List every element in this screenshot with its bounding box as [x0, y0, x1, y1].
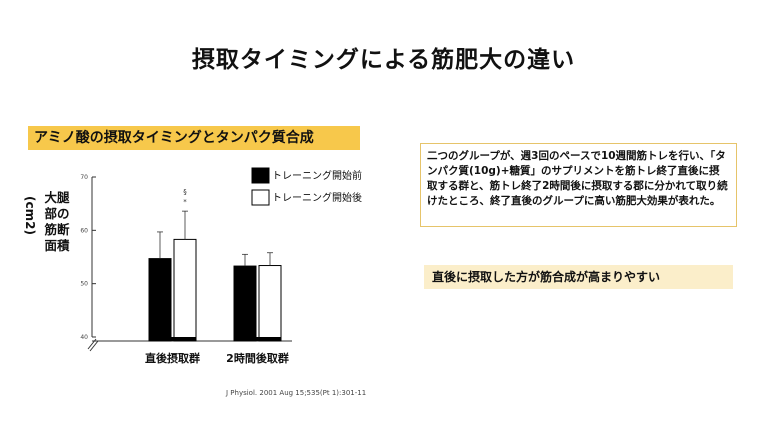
y-tick-label: 50	[80, 281, 88, 288]
axis-break-mark	[89, 340, 99, 352]
bar	[233, 265, 257, 342]
legend-swatch	[251, 167, 270, 184]
y-axis-label: 大腿部の筋断面積	[44, 190, 70, 253]
bar	[173, 238, 197, 342]
y-tick-label: 40	[80, 334, 88, 341]
significance-mark: *	[183, 198, 187, 206]
category-label: 直後摂取群	[145, 351, 200, 365]
y-axis-unit: (cm2)	[23, 196, 37, 235]
legend-swatch	[251, 189, 270, 206]
group-base-stripe	[149, 337, 196, 341]
bar	[258, 265, 282, 342]
legend-label: トレーニング開始後	[272, 191, 362, 204]
group-base-stripe	[234, 337, 281, 341]
slide-title: 摂取タイミングによる筋肥大の違い	[191, 47, 576, 73]
citation: J Physiol. 2001 Aug 15;535(Pt 1):301-11	[226, 389, 367, 397]
significance-mark: §	[183, 188, 187, 196]
bar	[148, 258, 172, 342]
y-tick-label: 70	[80, 174, 88, 181]
conclusion-box: 直後に摂取した方が筋合成が高まりやすい	[424, 265, 733, 289]
chart-subtitle: アミノ酸の摂取タイミングとタンパク質合成	[28, 126, 360, 150]
legend-label: トレーニング開始前	[272, 169, 362, 182]
chart-bars: 直後摂取群 2時間後取群 § *	[145, 188, 289, 365]
y-tick-label: 60	[80, 227, 88, 234]
category-label: 2時間後取群	[226, 351, 289, 365]
explanation-box: 二つのグループが、週3回のペースで10週間筋トレを行い、「タンパク質(10g)+…	[420, 143, 737, 227]
